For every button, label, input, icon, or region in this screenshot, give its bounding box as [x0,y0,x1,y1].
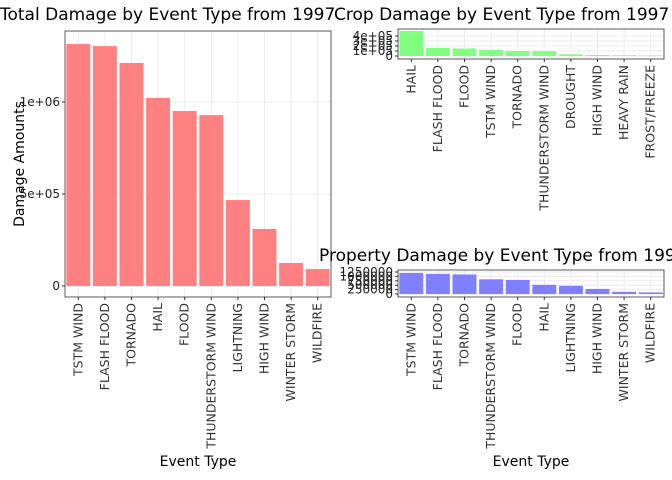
x-tick-label: HIGH WIND [590,303,605,374]
bar [305,269,330,286]
x-tick-label: WILDFIRE [310,303,325,363]
x-tick-label: THUNDERSTORM WIND [536,65,551,212]
bar [612,55,637,56]
y-axis-label: Damage Amounts [12,101,28,227]
y-tick-label: 4e+05 [353,29,393,43]
bar [505,51,530,56]
x-tick-label: HIGH WIND [257,303,272,374]
bar [279,262,304,286]
x-tick-label: WINTER STORM [616,303,631,401]
bar [199,115,224,286]
y-tick-label: 750000 [347,274,393,288]
x-tick-label: HIGH WIND [590,65,605,136]
x-tick-label: HAIL [403,65,418,94]
bar [92,46,117,286]
y-tick-label: 3e+05 [353,34,393,48]
x-tick-label: HAIL [536,303,551,332]
bar [119,63,144,286]
y-tick-label: 1e+05 [353,44,393,58]
y-tick-label: 1250000 [340,265,393,279]
bar [399,31,424,56]
bar [452,48,477,56]
bar [585,288,610,295]
x-tick-label: FLOOD [510,303,525,346]
bar [638,292,663,295]
panel-border [64,30,332,298]
bar [399,272,424,295]
x-tick-label: TSTM WIND [403,303,418,377]
bar [532,51,557,56]
x-tick-label: TSTM WIND [483,65,498,139]
x-tick-label: TSTM WIND [70,303,85,377]
x-tick-label: FLASH FLOOD [97,303,112,390]
bar [172,111,197,286]
chart-title: Total Damage by Event Type from 1997 [0,5,335,25]
x-axis-label: Event Type [493,454,570,470]
y-tick-label: 500000 [347,278,393,292]
bar [225,200,250,286]
y-tick-label: 5e+05 [20,187,60,201]
y-tick-label: 1000000 [340,269,393,283]
x-tick-label: DROUGHT [563,65,578,129]
chart-title: Property Damage by Event Type from 1997 [319,246,672,266]
x-tick-label: TORNADO [457,303,472,368]
x-tick-label: LIGHTNING [230,303,245,372]
x-tick-label: FLOOD [177,303,192,346]
y-tick-label: 1e+06 [20,95,60,109]
chart-title: Crop Damage by Event Type from 1997 [334,5,669,25]
bar [585,55,610,56]
x-tick-label: TORNADO [510,65,525,130]
y-tick-label: 2e+05 [353,39,393,53]
x-tick-label: FROST/FREEZE [643,65,658,159]
x-tick-label: FLASH FLOOD [430,303,445,390]
y-tick-label: 0 [52,279,60,293]
bar [252,228,277,286]
panel-border [397,269,665,298]
panel-border [397,28,665,60]
x-tick-label: WINTER STORM [283,303,298,401]
bar [479,279,504,295]
bar [479,50,504,56]
x-tick-label: THUNDERSTORM WIND [203,303,218,450]
bar [558,54,583,56]
bar [558,285,583,295]
x-tick-label: TORNADO [124,303,139,368]
x-tick-label: HAIL [150,303,165,332]
y-tick-label: 0 [385,287,393,301]
y-tick-label: 250000 [347,283,393,297]
bar [425,48,450,56]
x-axis-label: Event Type [160,454,237,470]
bar [452,274,477,295]
bar [505,279,530,295]
x-tick-label: WILDFIRE [643,303,658,363]
x-tick-label: THUNDERSTORM WIND [483,303,498,450]
y-tick-label: 0 [385,49,393,63]
bar [638,55,663,56]
bar [612,291,637,295]
bar [66,44,91,286]
bar [532,284,557,295]
bar [425,273,450,295]
x-tick-label: FLASH FLOOD [430,65,445,152]
x-tick-label: HEAVY RAIN [616,65,631,140]
x-tick-label: LIGHTNING [563,303,578,372]
bar [146,97,171,286]
x-tick-label: FLOOD [457,65,472,108]
